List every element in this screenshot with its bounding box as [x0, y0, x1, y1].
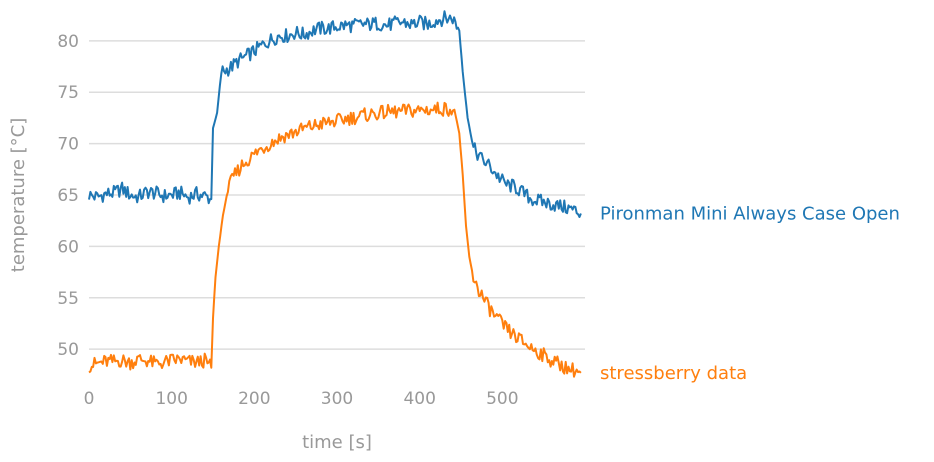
y-tick-label: 80 — [57, 32, 79, 52]
series-labels: Pironman Mini Always Case Open stressberr… — [600, 204, 900, 384]
series-line-1 — [88, 101, 582, 378]
x-tick-label: 400 — [403, 389, 435, 409]
series-lines — [88, 10, 582, 378]
y-tick-label: 65 — [57, 186, 79, 206]
series-label-1: stressberry data — [600, 363, 747, 384]
y-tick-label: 50 — [57, 340, 79, 360]
y-axis-title: temperature [°C] — [8, 118, 29, 272]
series-label-0: Pironman Mini Always Case Open — [600, 204, 900, 225]
x-tick-label: 500 — [486, 389, 518, 409]
y-axis-ticks: 50 55 60 65 70 75 80 — [57, 32, 79, 360]
x-tick-label: 300 — [321, 389, 353, 409]
y-tick-label: 60 — [57, 237, 79, 257]
y-tick-label: 75 — [57, 83, 79, 103]
x-tick-label: 100 — [155, 389, 187, 409]
x-tick-label: 0 — [84, 389, 95, 409]
y-tick-label: 70 — [57, 135, 79, 155]
y-tick-label: 55 — [57, 289, 79, 309]
x-tick-label: 200 — [238, 389, 270, 409]
x-axis-title: time [s] — [302, 432, 372, 453]
series-line-0 — [88, 10, 582, 218]
x-axis-ticks: 0 100 200 300 400 500 — [84, 389, 519, 409]
